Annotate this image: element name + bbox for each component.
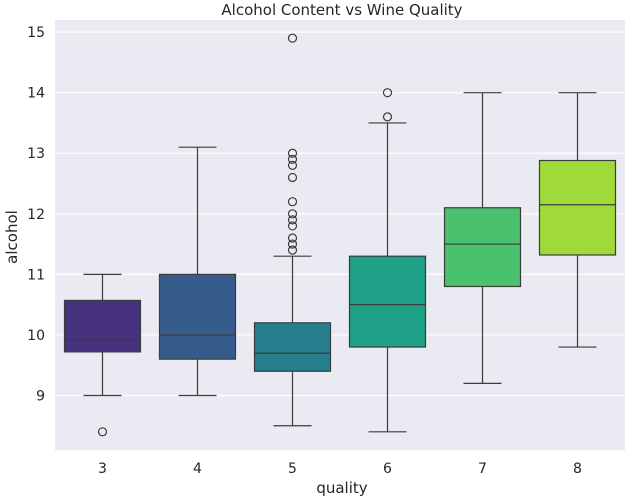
outlier-point — [287, 197, 298, 207]
x-axis-title: quality — [316, 479, 367, 497]
y-tick-label-9: 9 — [36, 388, 45, 404]
chart-title: Alcohol Content vs Wine Quality — [221, 1, 462, 19]
outlier-point — [382, 112, 393, 122]
outlier-point — [287, 245, 298, 255]
box-iqr — [348, 255, 427, 348]
y-tick-label-11: 11 — [27, 267, 45, 283]
outlier-point — [287, 148, 298, 158]
x-tick-label-8: 8 — [573, 461, 582, 477]
outlier-point — [287, 33, 298, 43]
x-tick-label-5: 5 — [288, 461, 297, 477]
x-tick-label-3: 3 — [98, 461, 107, 477]
y-tick-label-13: 13 — [27, 146, 45, 162]
outlier-point — [287, 233, 298, 243]
box-iqr — [253, 322, 332, 372]
box-group-quality-7 — [443, 92, 522, 384]
outlier-point — [382, 88, 393, 98]
plot-area — [55, 20, 625, 450]
box-iqr — [538, 159, 617, 256]
y-tick-label-15: 15 — [27, 25, 45, 41]
box-group-quality-4 — [158, 146, 237, 397]
y-tick-label-12: 12 — [27, 207, 45, 223]
box-group-quality-8 — [538, 92, 617, 348]
box-layer — [63, 33, 617, 437]
box-iqr — [63, 299, 142, 353]
outlier-point — [287, 239, 298, 249]
x-tick-label-6: 6 — [383, 461, 392, 477]
outlier-point — [287, 209, 298, 219]
outlier-point — [97, 427, 108, 437]
outlier-point — [287, 160, 298, 170]
box-iqr — [158, 273, 237, 360]
outlier-point — [287, 221, 298, 231]
outlier-point — [287, 215, 298, 225]
outlier-point — [287, 172, 298, 183]
x-tick-labels: 3 4 5 6 7 8 — [98, 461, 582, 477]
x-tick-label-7: 7 — [478, 461, 487, 477]
x-tick-label-4: 4 — [193, 461, 202, 477]
box-iqr — [443, 207, 522, 288]
y-tick-labels: 9 10 11 12 13 14 15 — [27, 25, 45, 404]
box-group-quality-3 — [63, 273, 142, 437]
y-tick-label-10: 10 — [27, 328, 45, 344]
grid-layer — [55, 31, 625, 397]
box-group-quality-5 — [253, 33, 332, 427]
y-axis-title: alcohol — [3, 210, 21, 264]
box-group-quality-6 — [348, 88, 427, 433]
y-tick-label-14: 14 — [27, 86, 45, 102]
outlier-point — [287, 154, 298, 164]
